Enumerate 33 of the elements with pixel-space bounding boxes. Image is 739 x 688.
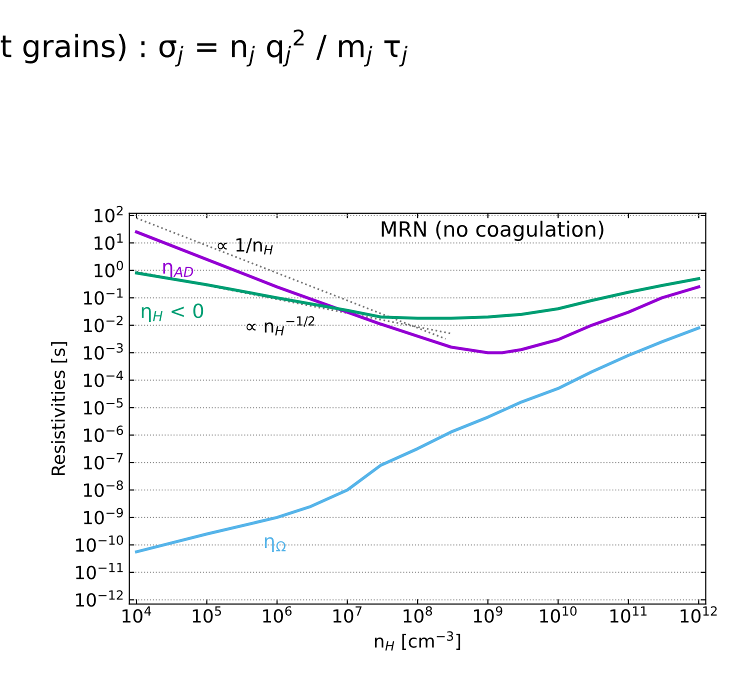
y-tick-label: 10$^{−3}$ [84,343,123,360]
x-tick-label: 10$^{4}$ [122,606,152,623]
x-tick-label: 10$^{10}$ [540,606,577,623]
x-tick-label: 10$^{6}$ [263,606,292,623]
x-tick-label: 10$^{11}$ [610,606,647,623]
y-tick-label: 10$^{−9}$ [84,508,123,524]
series-label: η$_{Ω}$ [264,537,286,552]
y-tick-label: 10$^{−12}$ [76,590,123,607]
y-tick-label: 10$^{2}$ [94,206,123,222]
y-axis-title: Resistivities [s] [51,342,68,476]
x-tick-label: 10$^{7}$ [333,606,362,623]
series-label: η$_{AD}$ [163,262,194,278]
y-tick-label: 10$^{−4}$ [84,370,124,388]
series-label: η$_{H}$ < 0 [142,303,204,322]
x-tick-label: 10$^{8}$ [404,606,432,623]
y-tick-label: 10$^{−11}$ [76,562,123,580]
y-tick-label: 10$^{0}$ [94,260,124,278]
text: t grains) : σ$_{j}$ = n$_{j}$ q$_{j}$$^{2}$ / m$_{j}$ τ$_{j}$ [0,30,408,67]
y-tick-label: 10$^{1}$ [94,234,123,250]
x-axis-title: n$_{H}$ [cm$^{−3}$] [375,631,460,651]
y-tick-label: 10$^{−6}$ [84,426,124,442]
x-tick-label: 10$^{9}$ [474,606,502,623]
y-tick-label: 10$^{−10}$ [76,535,124,552]
annotation: ∝ 1/n$_{H}$ [218,238,273,254]
x-tick-label: 10$^{12}$ [680,606,717,623]
annotation: MRN (no coagulation) [382,220,604,241]
y-tick-label: 10$^{−2}$ [84,316,123,332]
annotation: ∝ n$_{H}$$^{−1/2}$ [246,316,314,336]
y-tick-label: 10$^{−8}$ [84,480,123,497]
x-tick-label: 10$^{5}$ [192,606,221,623]
y-tick-label: 10$^{−5}$ [84,398,123,415]
y-tick-label: 10$^{−7}$ [84,453,123,470]
y-tick-label: 10$^{−1}$ [84,288,123,305]
